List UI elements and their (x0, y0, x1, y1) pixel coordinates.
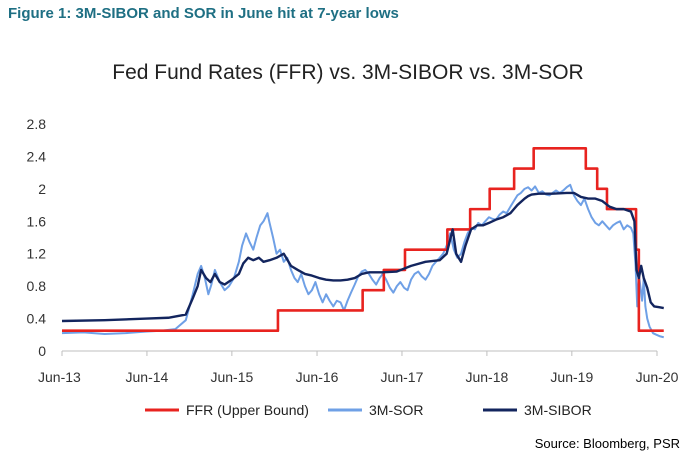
x-tick-label: Jun-16 (296, 369, 339, 385)
y-tick-label: 1.6 (27, 213, 47, 229)
y-tick-label: 2.4 (27, 148, 47, 164)
axes: 0 0.4 0.8 1.2 1.6 2 2.4 2.8 Jun-13 Jun-14 Jun-15 Ju… (27, 116, 679, 385)
x-tick-label: Jun-14 (126, 369, 169, 385)
x-tick-label: Jun-17 (381, 369, 424, 385)
x-tick-label: Jun-13 (38, 369, 81, 385)
y-tick-label: 1.2 (27, 246, 47, 262)
legend-label: 3M-SOR (369, 402, 423, 418)
x-tick-label: Jun-19 (550, 369, 593, 385)
y-tick-label: 0.8 (27, 278, 47, 294)
legend-label: FFR (Upper Bound) (186, 402, 309, 418)
figure-title: Figure 1: 3M-SIBOR and SOR in June hit a… (8, 5, 399, 22)
y-tick-label: 0.4 (27, 311, 47, 327)
x-tick-label: Jun-15 (210, 369, 253, 385)
y-tick-label: 0 (38, 343, 46, 359)
x-tick-label: Jun-18 (465, 369, 508, 385)
y-tick-label: 2 (38, 181, 46, 197)
series-layer (61, 147, 664, 339)
series-line-2 (61, 191, 664, 323)
legend: FFR (Upper Bound) 3M-SOR 3M-SIBOR (145, 402, 592, 418)
series-line-1 (61, 183, 664, 339)
source-note: Source: Bloomberg, PSR (534, 436, 680, 451)
series-line-0 (62, 147, 664, 333)
y-tick-label: 2.8 (27, 116, 47, 132)
chart-title: Fed Fund Rates (FFR) vs. 3M-SIBOR vs. 3M… (112, 61, 583, 84)
legend-label: 3M-SIBOR (524, 402, 592, 418)
x-tick-label: Jun-20 (636, 369, 679, 385)
